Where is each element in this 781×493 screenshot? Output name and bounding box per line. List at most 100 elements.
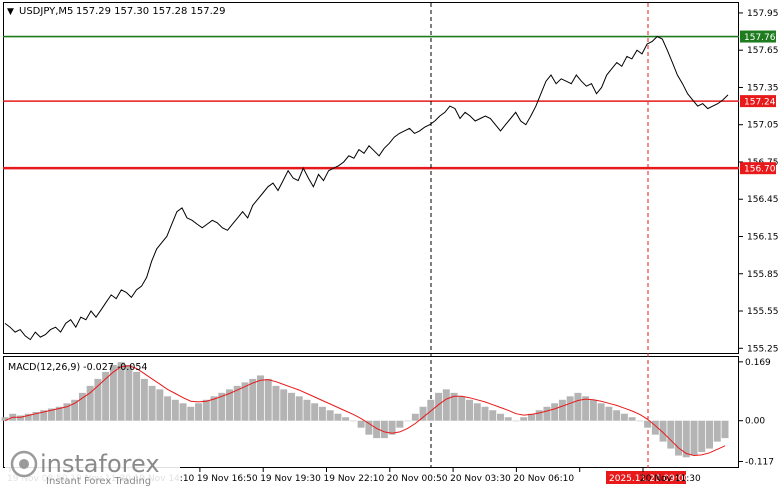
macd-bar — [520, 417, 528, 421]
macd-bar — [326, 410, 334, 421]
macd-bar — [202, 399, 210, 421]
macd-bar — [226, 389, 233, 421]
macd-bar — [187, 406, 195, 421]
instaforex-logo: instaforex Instant Forex Trading — [5, 446, 180, 487]
macd-bar — [535, 410, 543, 421]
macd-bar — [566, 396, 574, 421]
time-tick-label: 20 Nov 06:10 — [513, 474, 574, 484]
macd-bar — [117, 362, 125, 421]
macd-bar — [651, 420, 659, 435]
macd-axis: 0.169 0.00 -0.117 — [739, 358, 774, 467]
price-series — [4, 35, 729, 341]
macd-bar — [357, 420, 365, 428]
price-tick-label: 157.05 — [747, 121, 779, 131]
signal-line — [4, 365, 726, 457]
macd-bar — [636, 420, 644, 422]
macd-bar — [349, 420, 357, 422]
macd-bar — [388, 420, 396, 435]
macd-bar — [442, 389, 450, 421]
macd-bar — [24, 413, 32, 421]
macd-bar — [558, 399, 566, 421]
macd-bar — [264, 378, 272, 421]
macd-bar — [489, 410, 497, 421]
macd-bar — [318, 406, 326, 421]
macd-bar — [628, 417, 636, 421]
price-tick-label: 155.55 — [747, 307, 779, 317]
macd-bar — [419, 406, 427, 421]
collapse-arrow-icon[interactable]: ▼ — [7, 7, 14, 17]
macd-bar — [450, 392, 458, 421]
macd-bar — [620, 413, 628, 421]
macd-bar — [589, 399, 597, 421]
level-badge-label: 157.24 — [744, 98, 776, 108]
time-tick-label: 19 Nov 16:50 — [197, 474, 258, 484]
macd-bar — [690, 420, 698, 456]
timestamp-badge-label: 2025.11.20 09:00 — [609, 474, 690, 484]
macd-tick-label: 0.169 — [745, 358, 771, 368]
price-tick-label: 157.35 — [747, 83, 779, 93]
time-tick-label: 19 Nov 22:10 — [324, 474, 385, 484]
macd-bar — [257, 375, 264, 421]
macd-bar — [71, 399, 79, 421]
macd-bar — [551, 403, 559, 421]
macd-bar — [597, 403, 605, 421]
price-tick-label: 155.85 — [747, 270, 779, 280]
time-tick-label: 19 Nov 19:30 — [260, 474, 321, 484]
macd-bar — [272, 385, 280, 421]
macd-histogram — [1, 362, 729, 458]
level-badges: 157.76 157.24 156.70 — [740, 30, 776, 175]
logo-globe-icon — [10, 450, 38, 478]
ohlc-values: 157.29 157.30 157.28 157.29 — [76, 6, 226, 17]
macd-bar — [473, 403, 481, 421]
macd-bar — [682, 420, 690, 458]
price-tick-label: 157.95 — [747, 9, 779, 19]
time-tick-label: 20 Nov 11:30 — [640, 474, 701, 484]
macd-bar — [675, 420, 683, 456]
price-tick-label: 156.45 — [747, 195, 779, 205]
macd-bar — [365, 420, 373, 435]
macd-bar — [195, 403, 203, 421]
macd-bar — [605, 406, 613, 421]
macd-bar — [721, 420, 729, 439]
macd-bar — [427, 399, 435, 421]
macd-bar — [512, 420, 520, 422]
macd-bar — [1, 417, 9, 421]
macd-bar — [233, 385, 241, 421]
macd-tick-label: 0.00 — [745, 417, 765, 427]
macd-bar — [582, 396, 590, 421]
macd-bar — [295, 396, 303, 421]
price-tick-label: 155.25 — [747, 344, 779, 354]
macd-bar — [40, 410, 48, 421]
macd-bar — [373, 420, 381, 439]
macd-bar — [713, 420, 721, 442]
macd-pane-frame — [3, 356, 739, 468]
macd-label: MACD(12,26,9) -0.027 -0.054 — [8, 362, 147, 373]
macd-bar — [411, 413, 419, 421]
time-tick-label: 20 Nov 03:30 — [450, 474, 511, 484]
macd-bar — [179, 403, 187, 421]
macd-bar — [667, 420, 675, 449]
macd-bar — [78, 392, 86, 421]
macd-bar — [435, 392, 443, 421]
macd-bar — [55, 406, 63, 421]
macd-bar — [527, 413, 535, 421]
macd-bar — [458, 396, 466, 421]
level-badge-label: 157.76 — [744, 33, 776, 43]
macd-bar — [287, 392, 295, 421]
macd-bar — [404, 420, 412, 422]
macd-bar — [481, 406, 489, 421]
macd-bar — [706, 420, 713, 449]
macd-bar — [86, 385, 94, 421]
macd-bar — [504, 417, 512, 421]
macd-bar — [109, 364, 117, 421]
macd-bar — [249, 378, 257, 421]
macd-bar — [125, 364, 133, 421]
macd-tick-label: -0.117 — [745, 457, 774, 467]
macd-bar — [311, 403, 319, 421]
macd-bar — [543, 406, 551, 421]
macd-bar — [164, 396, 172, 421]
macd-bar — [659, 420, 667, 442]
macd-bar — [133, 371, 141, 421]
